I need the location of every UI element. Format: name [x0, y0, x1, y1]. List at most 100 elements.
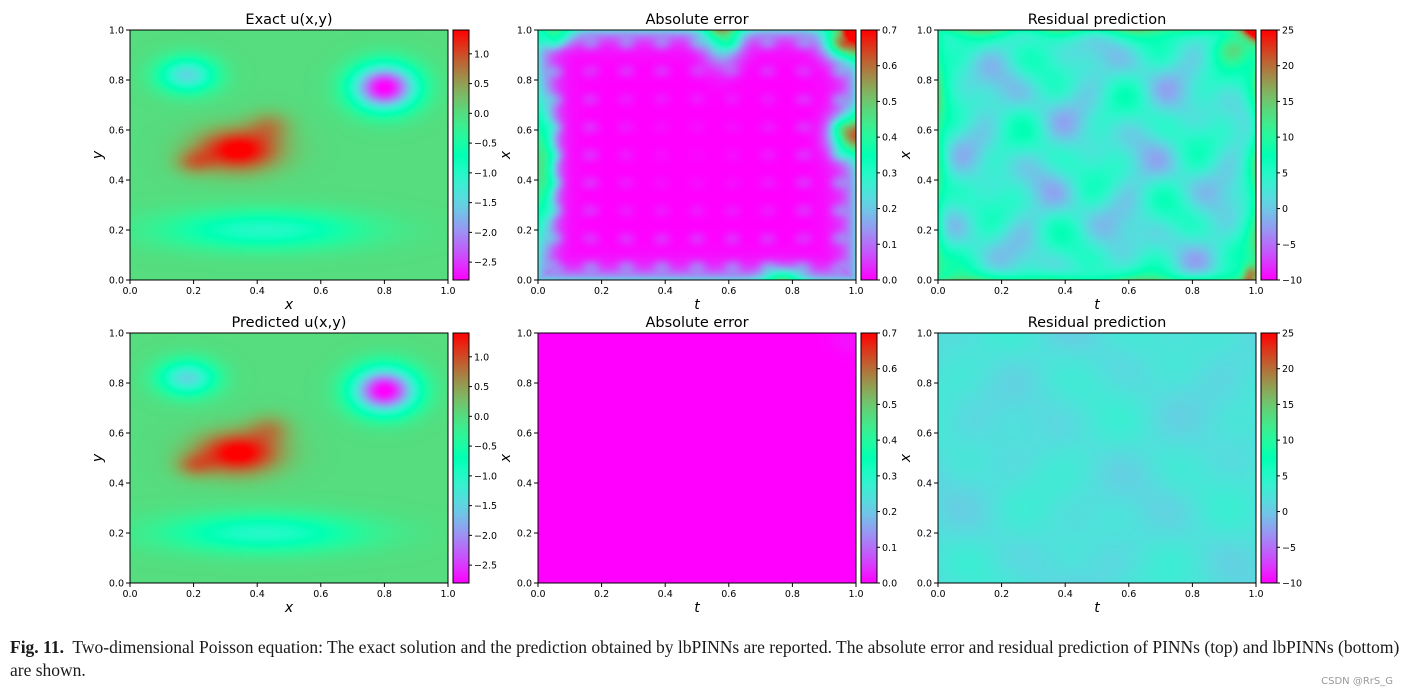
x-axis-label: x [284, 297, 294, 313]
x-tick-label: 0.4 [1058, 286, 1073, 297]
plot-frame [537, 332, 857, 584]
y-tick-label: 0.6 [109, 126, 124, 137]
colorbar-predicted [453, 333, 469, 583]
x-tick-label: 0.2 [186, 589, 201, 600]
x-axis-label: t [1094, 297, 1100, 313]
heatmap-predicted [130, 333, 448, 583]
colorbar-tick-label: −10 [1282, 276, 1302, 287]
colorbar-tick-label: 0.6 [882, 61, 897, 72]
x-tick-label: 0.8 [377, 589, 392, 600]
y-axis-label: x [498, 150, 514, 160]
colorbar-frame [860, 332, 878, 584]
colorbar-tick-label: −0.5 [474, 139, 497, 150]
colorbar-exact [453, 30, 469, 280]
y-tick-label: 0.0 [517, 579, 532, 590]
y-axis-label: y [90, 453, 106, 463]
colorbar-tick-label: 10 [1282, 133, 1294, 144]
x-axis-label: t [694, 297, 700, 313]
plot-frame [129, 29, 449, 281]
colorbar-tick-label: 0.7 [882, 329, 897, 340]
x-tick-label: 1.0 [440, 589, 455, 600]
colorbar-tick-label: 0.4 [882, 436, 897, 447]
y-tick-label: 0.4 [917, 176, 932, 187]
colorbar-frame [1260, 29, 1278, 281]
colorbar-tick-label: 0.2 [882, 204, 897, 215]
colorbar-tick-label: −2.5 [474, 258, 497, 269]
x-tick-label: 0.2 [186, 286, 201, 297]
colorbar-tick-label: 0 [1282, 507, 1288, 518]
y-tick-label: 0.0 [917, 579, 932, 590]
colorbar-tick-label: −2.5 [474, 561, 497, 572]
y-tick-label: 0.2 [917, 226, 932, 237]
y-tick-label: 0.2 [109, 529, 124, 540]
x-tick-label: 0.8 [785, 589, 800, 600]
y-tick-label: 0.6 [917, 126, 932, 137]
y-tick-label: 0.0 [109, 276, 124, 287]
subplot-residual_pinn: Residual prediction 0.0 0.2 0.4 0.6 0.8 1.0 0.0… [898, 12, 1302, 313]
x-tick-label: 0.0 [930, 589, 945, 600]
colorbar-tick-label: −5 [1282, 240, 1296, 251]
x-tick-label: 0.8 [785, 286, 800, 297]
y-tick-label: 0.8 [917, 76, 932, 87]
y-tick-label: 0.8 [517, 76, 532, 87]
y-tick-label: 0.8 [517, 379, 532, 390]
x-tick-label: 0.2 [994, 589, 1009, 600]
x-tick-label: 1.0 [1248, 286, 1263, 297]
y-tick-label: 1.0 [109, 26, 124, 37]
colorbar-frame [452, 29, 470, 281]
y-tick-label: 0.4 [517, 479, 532, 490]
y-tick-label: 0.8 [109, 76, 124, 87]
colorbar-tick-label: 10 [1282, 436, 1294, 447]
y-tick-label: 0.6 [517, 126, 532, 137]
heatmap-abs_error_pinn [538, 30, 856, 280]
x-tick-label: 0.8 [1185, 286, 1200, 297]
colorbar-frame [452, 332, 470, 584]
y-tick-label: 1.0 [917, 26, 932, 37]
plot-frame [129, 332, 449, 584]
colorbar-tick-label: 0.3 [882, 168, 897, 179]
y-tick-label: 1.0 [917, 329, 932, 340]
heatmap-abs_error_lbpinn [538, 333, 856, 583]
y-tick-label: 0.6 [517, 429, 532, 440]
colorbar-residual_lbpinn [1261, 333, 1277, 583]
chart-title: Residual prediction [1028, 315, 1167, 331]
figure-label: Fig. 11. [10, 637, 64, 657]
subplot-abs_error_pinn: Absolute error 0.0 0.2 0.4 0.6 0.8 1.0 0.0 0.2 0.… [498, 12, 897, 313]
colorbar-tick-label: 0.0 [882, 276, 897, 287]
colorbar-tick-label: 20 [1282, 61, 1294, 72]
y-tick-label: 0.2 [917, 529, 932, 540]
figure-caption: Fig. 11. Two-dimensional Poisson equatio… [10, 636, 1400, 682]
colorbar-residual_pinn [1261, 30, 1277, 280]
x-tick-label: 1.0 [848, 286, 863, 297]
colorbar-frame [860, 29, 878, 281]
chart-title: Residual prediction [1028, 12, 1167, 28]
x-tick-label: 0.6 [721, 286, 736, 297]
x-tick-label: 0.6 [313, 286, 328, 297]
x-tick-label: 0.0 [930, 286, 945, 297]
plot-frame [537, 29, 857, 281]
colorbar-tick-label: −1.0 [474, 471, 497, 482]
colorbar-tick-label: 20 [1282, 364, 1294, 375]
colorbar-tick-label: 0.0 [474, 109, 489, 120]
colorbar-tick-label: −0.5 [474, 442, 497, 453]
colorbar-tick-label: 0.5 [474, 79, 489, 90]
x-tick-label: 0.6 [1121, 589, 1136, 600]
colorbar-abs_error_pinn [861, 30, 877, 280]
colorbar-frame [1260, 332, 1278, 584]
colorbar-tick-label: 0 [1282, 204, 1288, 215]
y-tick-label: 0.8 [109, 379, 124, 390]
caption-text: Two-dimensional Poisson equation: The ex… [10, 637, 1400, 680]
y-tick-label: 0.6 [917, 429, 932, 440]
colorbar-tick-label: 0.3 [882, 471, 897, 482]
x-tick-label: 1.0 [1248, 589, 1263, 600]
y-tick-label: 0.6 [109, 429, 124, 440]
colorbar-tick-label: 0.7 [882, 26, 897, 37]
y-tick-label: 0.4 [917, 479, 932, 490]
plot-frame [937, 29, 1257, 281]
x-tick-label: 0.2 [994, 286, 1009, 297]
subplot-abs_error_lbpinn: Absolute error 0.0 0.2 0.4 0.6 0.8 1.0 0.0 0.2 0.… [498, 315, 897, 616]
colorbar-tick-label: 0.5 [882, 97, 897, 108]
x-tick-label: 1.0 [440, 286, 455, 297]
plot-frame [937, 332, 1257, 584]
y-axis-label: y [90, 150, 106, 160]
